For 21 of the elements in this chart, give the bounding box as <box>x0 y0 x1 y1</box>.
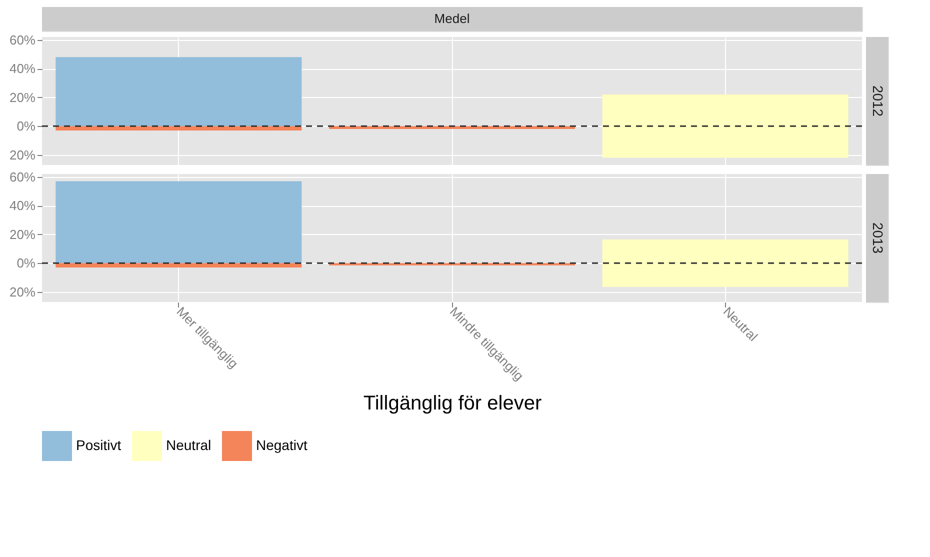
text: 2013 <box>870 222 886 254</box>
y-tick-label: 60% <box>9 32 36 48</box>
y-tick-label: 60% <box>9 169 36 184</box>
y-tick-label: 20% <box>9 147 36 162</box>
legend-label: Negativt <box>256 437 308 453</box>
legend-label: Neutral <box>166 437 212 453</box>
y-tick-label: 40% <box>9 198 36 214</box>
bar <box>56 57 302 126</box>
text: 2012 <box>870 85 886 117</box>
bar <box>56 181 302 264</box>
y-tick-label: 40% <box>9 61 36 76</box>
bar <box>602 94 848 158</box>
x-axis-title: Tillgänglig för elever <box>363 392 542 414</box>
bar <box>602 239 848 287</box>
y-tick-label: 20% <box>9 226 36 242</box>
y-tick-label: 0% <box>16 118 36 134</box>
legend-label: Positivt <box>76 437 122 453</box>
y-tick-label: 20% <box>9 90 36 105</box>
y-tick-label: 20% <box>9 284 36 300</box>
chart-title: Medel <box>434 11 470 26</box>
y-tick-label: 0% <box>16 256 36 271</box>
